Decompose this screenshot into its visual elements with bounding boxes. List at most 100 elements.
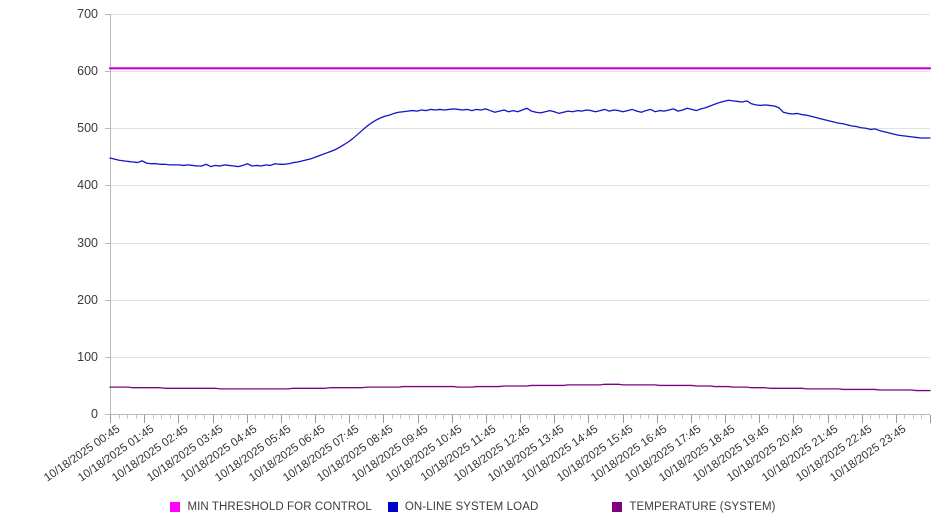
x-minor-tick (716, 415, 717, 419)
y-tick-label: 300 (77, 235, 98, 250)
x-minor-tick (306, 415, 307, 419)
y-tick-mark (105, 185, 110, 187)
x-major-tick (349, 415, 350, 423)
y-gridline (110, 71, 930, 73)
y-tick-label: 200 (77, 292, 98, 307)
y-tick-label: 100 (77, 349, 98, 364)
x-minor-tick (477, 415, 478, 419)
plot-area (110, 14, 930, 415)
x-minor-tick (597, 415, 598, 419)
x-minor-tick (161, 415, 162, 419)
x-major-tick (725, 415, 726, 423)
x-minor-tick (708, 415, 709, 419)
x-major-tick (828, 415, 829, 423)
x-minor-tick (921, 415, 922, 419)
x-minor-tick (221, 415, 222, 419)
y-tick-label: 700 (77, 7, 98, 21)
x-minor-tick (571, 415, 572, 419)
x-minor-tick (341, 415, 342, 419)
x-major-tick (691, 415, 692, 423)
y-tick-mark (105, 242, 110, 244)
x-minor-tick (332, 415, 333, 419)
x-minor-tick (887, 415, 888, 419)
x-major-tick (896, 415, 897, 423)
x-major-tick (657, 415, 658, 423)
x-minor-tick (136, 415, 137, 419)
x-minor-tick (324, 415, 325, 419)
legend-item-label: ON-LINE SYSTEM LOAD (404, 501, 539, 513)
x-minor-tick (392, 415, 393, 419)
x-minor-tick (819, 415, 820, 419)
x-minor-tick (699, 415, 700, 419)
x-minor-tick (195, 415, 196, 419)
y-tick-mark (105, 414, 110, 415)
legend-item[interactable]: ON-LINE SYSTEM LOAD (387, 501, 539, 513)
x-major-tick (178, 415, 179, 423)
x-minor-tick (580, 415, 581, 419)
legend-item[interactable]: TEMPERATURE (SYSTEM) (612, 501, 775, 513)
y-axis-line (110, 14, 111, 414)
y-gridline (110, 185, 930, 187)
x-minor-tick (802, 415, 803, 419)
x-major-tick (144, 415, 145, 423)
y-tick-label: 400 (77, 178, 98, 193)
x-minor-tick (870, 415, 871, 419)
x-minor-tick (170, 415, 171, 419)
x-minor-tick (503, 415, 504, 419)
x-major-tick (793, 415, 794, 423)
y-tick-mark (105, 356, 110, 358)
x-minor-tick (119, 415, 120, 419)
x-major-tick (110, 415, 111, 423)
x-minor-tick (665, 415, 666, 419)
x-major-tick (213, 415, 214, 423)
x-minor-tick (460, 415, 461, 419)
x-major-tick (247, 415, 248, 423)
legend-color-swatch (387, 502, 398, 512)
x-minor-tick (435, 415, 436, 419)
x-minor-tick (879, 415, 880, 419)
legend-item-label: TEMPERATURE (SYSTEM) (629, 501, 776, 513)
x-minor-tick (853, 415, 854, 419)
x-minor-tick (640, 415, 641, 419)
x-minor-tick (845, 415, 846, 419)
x-major-tick (418, 415, 419, 423)
y-gridline (110, 299, 930, 301)
y-tick-label: 600 (77, 64, 98, 79)
x-minor-tick (511, 415, 512, 419)
y-tick-mark (105, 128, 110, 130)
x-minor-tick (409, 415, 410, 419)
x-minor-tick (768, 415, 769, 419)
x-minor-tick (443, 415, 444, 419)
x-minor-tick (810, 415, 811, 419)
x-major-tick (315, 415, 316, 423)
x-major-tick (520, 415, 521, 423)
x-minor-tick (366, 415, 367, 419)
x-major-tick (452, 415, 453, 423)
y-tick-mark (105, 71, 110, 73)
x-minor-tick (298, 415, 299, 419)
legend-item[interactable]: MIN THRESHOLD FOR CONTROL (170, 501, 372, 513)
legend-color-swatch (612, 502, 623, 512)
y-gridline (110, 242, 930, 244)
x-minor-tick (127, 415, 128, 419)
x-minor-tick (255, 415, 256, 419)
x-major-tick (759, 415, 760, 423)
x-minor-tick (648, 415, 649, 419)
x-minor-tick (494, 415, 495, 419)
x-major-tick (623, 415, 624, 423)
x-minor-tick (913, 415, 914, 419)
x-minor-tick (426, 415, 427, 419)
x-minor-tick (238, 415, 239, 419)
y-tick-label: 0 (91, 407, 98, 421)
x-minor-tick (469, 415, 470, 419)
x-major-tick (383, 415, 384, 423)
y-gridline (110, 356, 930, 358)
x-minor-tick (631, 415, 632, 419)
x-minor-tick (734, 415, 735, 419)
legend-color-swatch (170, 502, 181, 512)
y-gridline (110, 14, 930, 15)
x-minor-tick (204, 415, 205, 419)
x-minor-tick (742, 415, 743, 419)
x-minor-tick (836, 415, 837, 419)
